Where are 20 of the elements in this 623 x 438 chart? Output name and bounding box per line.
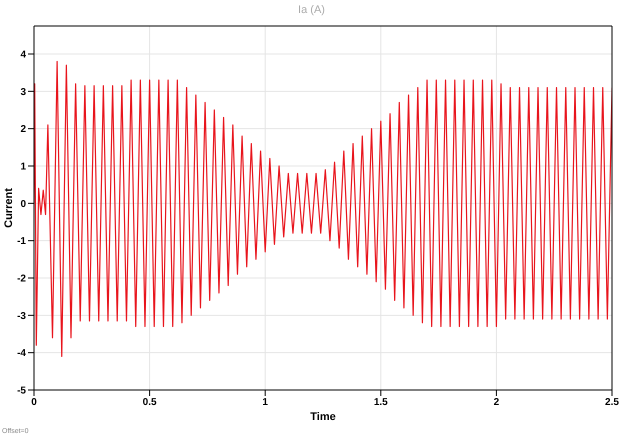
x-axis-title: Time <box>310 411 336 423</box>
y-tick-label: -4 <box>17 348 26 360</box>
line-series <box>34 60 612 357</box>
chart-title: Ia (A) <box>297 4 326 16</box>
y-tick-label: -1 <box>17 236 26 248</box>
x-tick-label: 2 <box>494 397 500 408</box>
x-tick-label: 1.5 <box>374 397 388 408</box>
x-tick-label: 0 <box>31 397 38 408</box>
x-tick-label: 1 <box>262 397 268 408</box>
y-tick-label: 1 <box>20 162 26 173</box>
x-tick-label: 0.5 <box>142 397 157 408</box>
y-tick-label: -2 <box>17 274 26 285</box>
y-tick-label: 0 <box>20 198 26 210</box>
y-tick-label: 4 <box>20 50 26 61</box>
y-tick-label: -3 <box>17 310 26 322</box>
y-axis-title: Current <box>2 188 15 228</box>
y-tick-label: -5 <box>17 386 26 397</box>
y-tick-label: 3 <box>20 86 26 98</box>
y-tick-label: 2 <box>20 124 26 136</box>
x-tick-label: 2.5 <box>605 397 620 408</box>
